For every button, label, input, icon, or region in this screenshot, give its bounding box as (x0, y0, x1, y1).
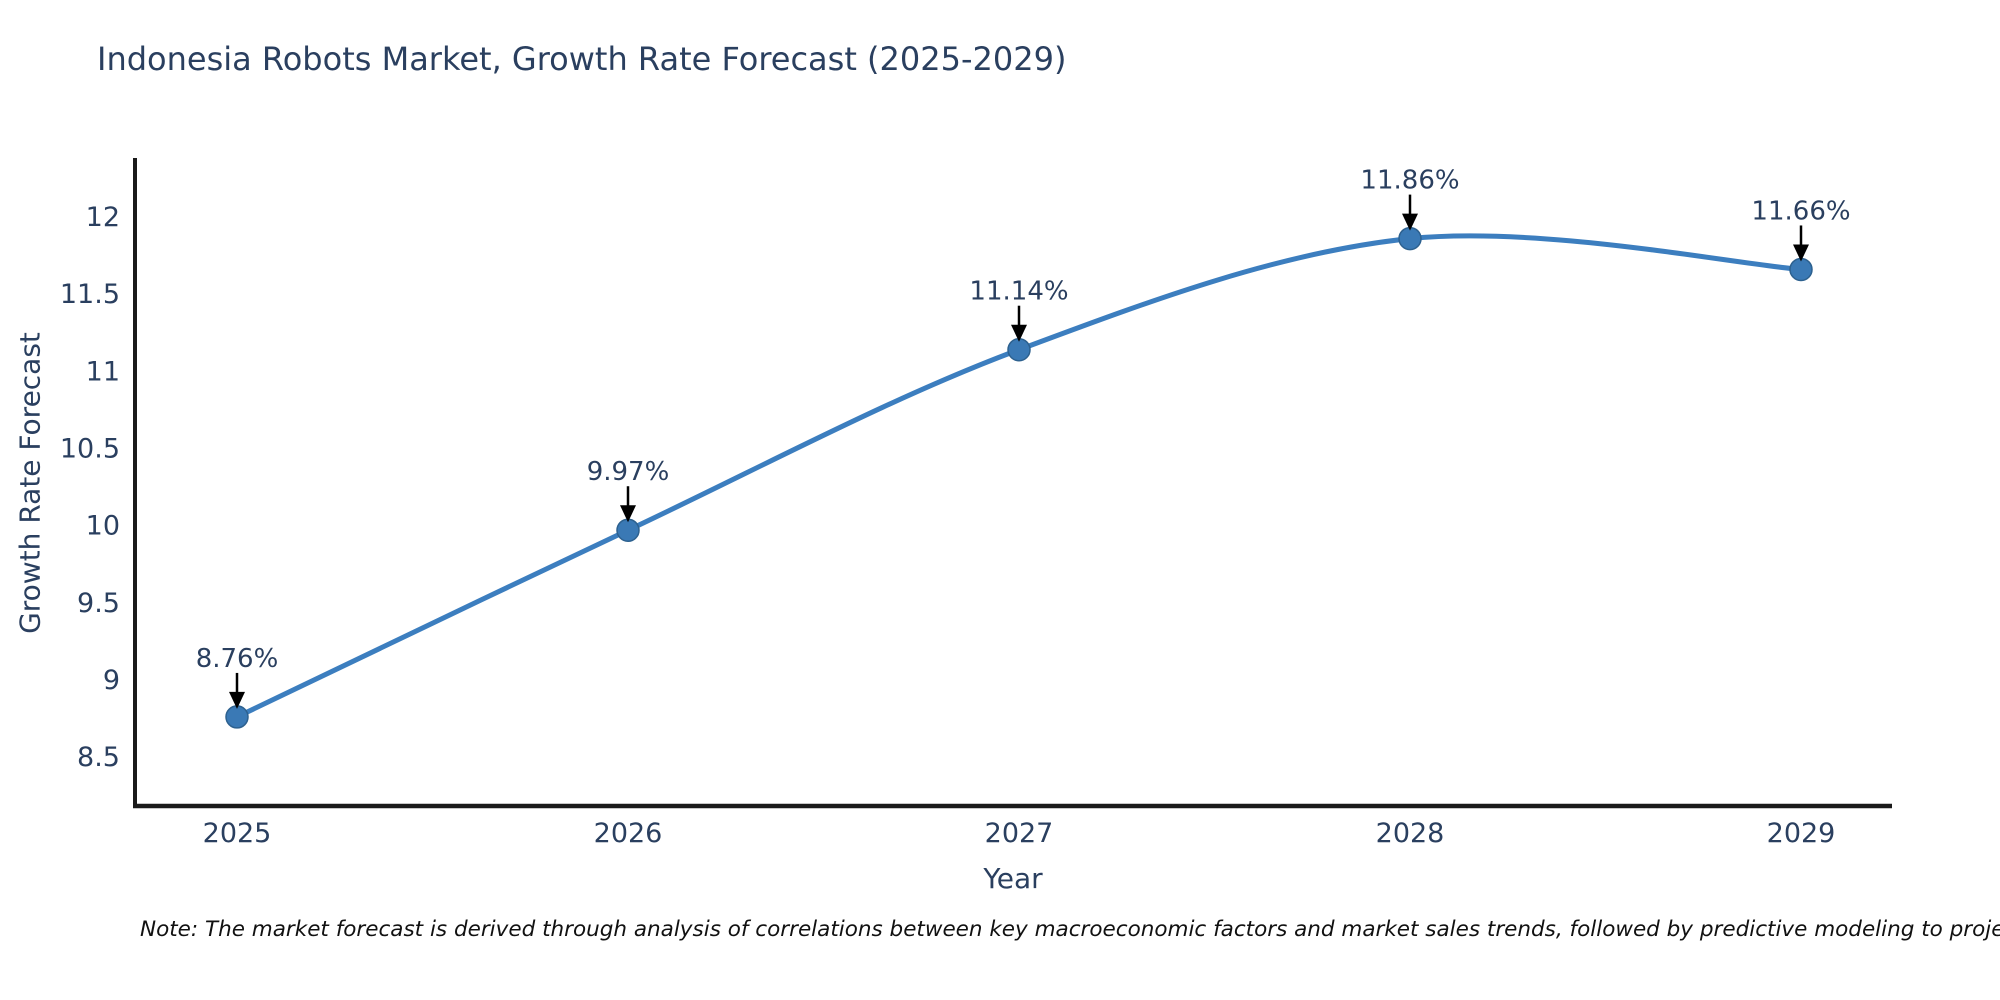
x-tick-label: 2029 (1767, 818, 1836, 849)
x-tick-label: 2026 (594, 818, 663, 849)
point-value-label: 11.14% (969, 277, 1068, 307)
annotation-arrow-head (1402, 213, 1418, 231)
point-value-label: 11.86% (1360, 166, 1459, 196)
y-tick-label: 11.5 (60, 279, 120, 310)
y-tick-label: 10 (86, 511, 120, 542)
chart-title: Indonesia Robots Market, Growth Rate For… (97, 40, 1067, 78)
annotation-arrow-head (620, 505, 636, 523)
y-tick-label: 9.5 (77, 588, 120, 619)
annotation-arrow-head (1011, 324, 1027, 342)
point-value-label: 11.66% (1751, 196, 1850, 226)
point-value-label: 9.97% (587, 457, 670, 487)
x-tick-label: 2025 (203, 818, 272, 849)
annotation-arrow-head (1793, 244, 1809, 262)
x-tick-label: 2028 (1376, 818, 1445, 849)
data-point-marker (1007, 337, 1031, 362)
footnote: Note: The market forecast is derived thr… (140, 917, 2000, 942)
data-point-marker (225, 705, 249, 729)
annotation-arrow-head (229, 691, 245, 709)
data-point-marker (1789, 257, 1813, 282)
y-tick-label: 9 (103, 665, 120, 696)
x-tick-label: 2027 (985, 818, 1054, 849)
x-axis-title: Year (983, 862, 1043, 895)
y-tick-label: 8.5 (77, 742, 120, 773)
y-tick-label: 10.5 (60, 433, 120, 464)
y-tick-label: 11 (86, 356, 120, 387)
data-point-marker (616, 518, 640, 542)
point-value-label: 8.76% (196, 644, 279, 674)
data-point-marker (1398, 226, 1422, 251)
y-tick-label: 12 (86, 202, 120, 233)
